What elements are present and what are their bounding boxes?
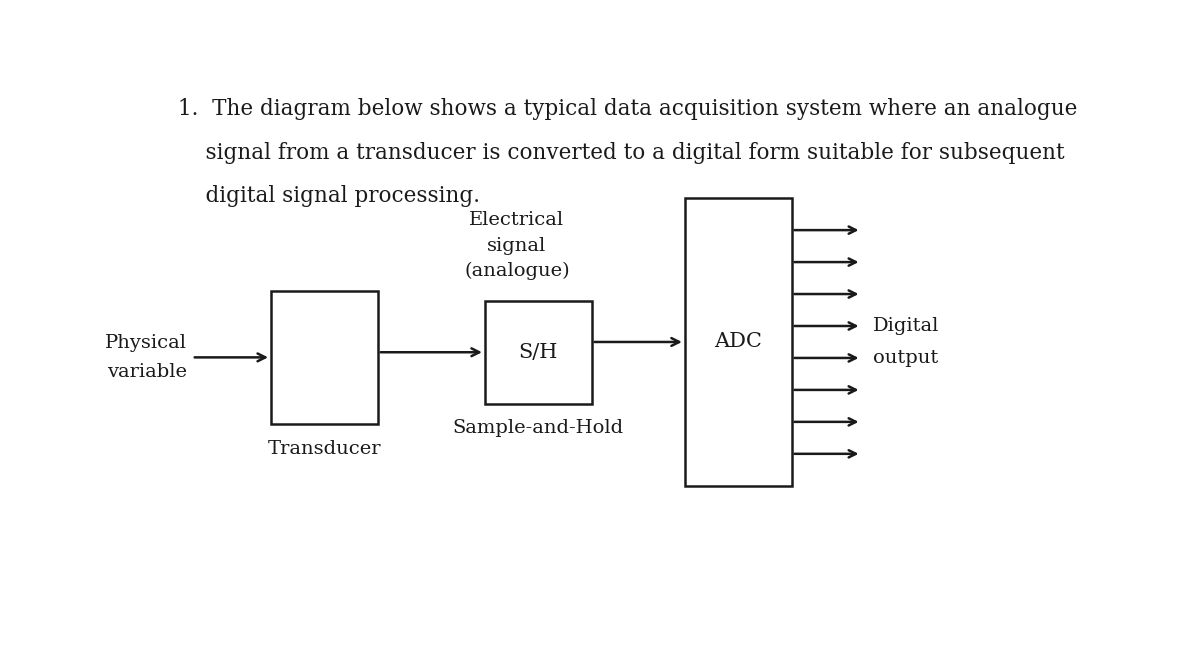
Text: Digital: Digital (872, 317, 938, 335)
Text: signal from a transducer is converted to a digital form suitable for subsequent: signal from a transducer is converted to… (178, 141, 1064, 163)
Text: Electrical: Electrical (469, 211, 564, 229)
Bar (485, 301, 592, 404)
Text: 1.  The diagram below shows a typical data acquisition system where an analogue: 1. The diagram below shows a typical dat… (178, 98, 1078, 120)
Text: (analogue): (analogue) (464, 262, 570, 280)
Text: variable: variable (107, 363, 187, 381)
Text: S/H: S/H (518, 343, 558, 362)
Text: signal: signal (487, 237, 546, 255)
Text: Physical: Physical (106, 334, 187, 352)
Bar (271, 291, 378, 424)
Text: Transducer: Transducer (268, 440, 382, 458)
Text: Sample-and-Hold: Sample-and-Hold (452, 419, 624, 437)
Bar (685, 198, 792, 486)
Text: digital signal processing.: digital signal processing. (178, 185, 480, 207)
Text: ADC: ADC (714, 332, 762, 352)
Text: output: output (872, 350, 938, 368)
